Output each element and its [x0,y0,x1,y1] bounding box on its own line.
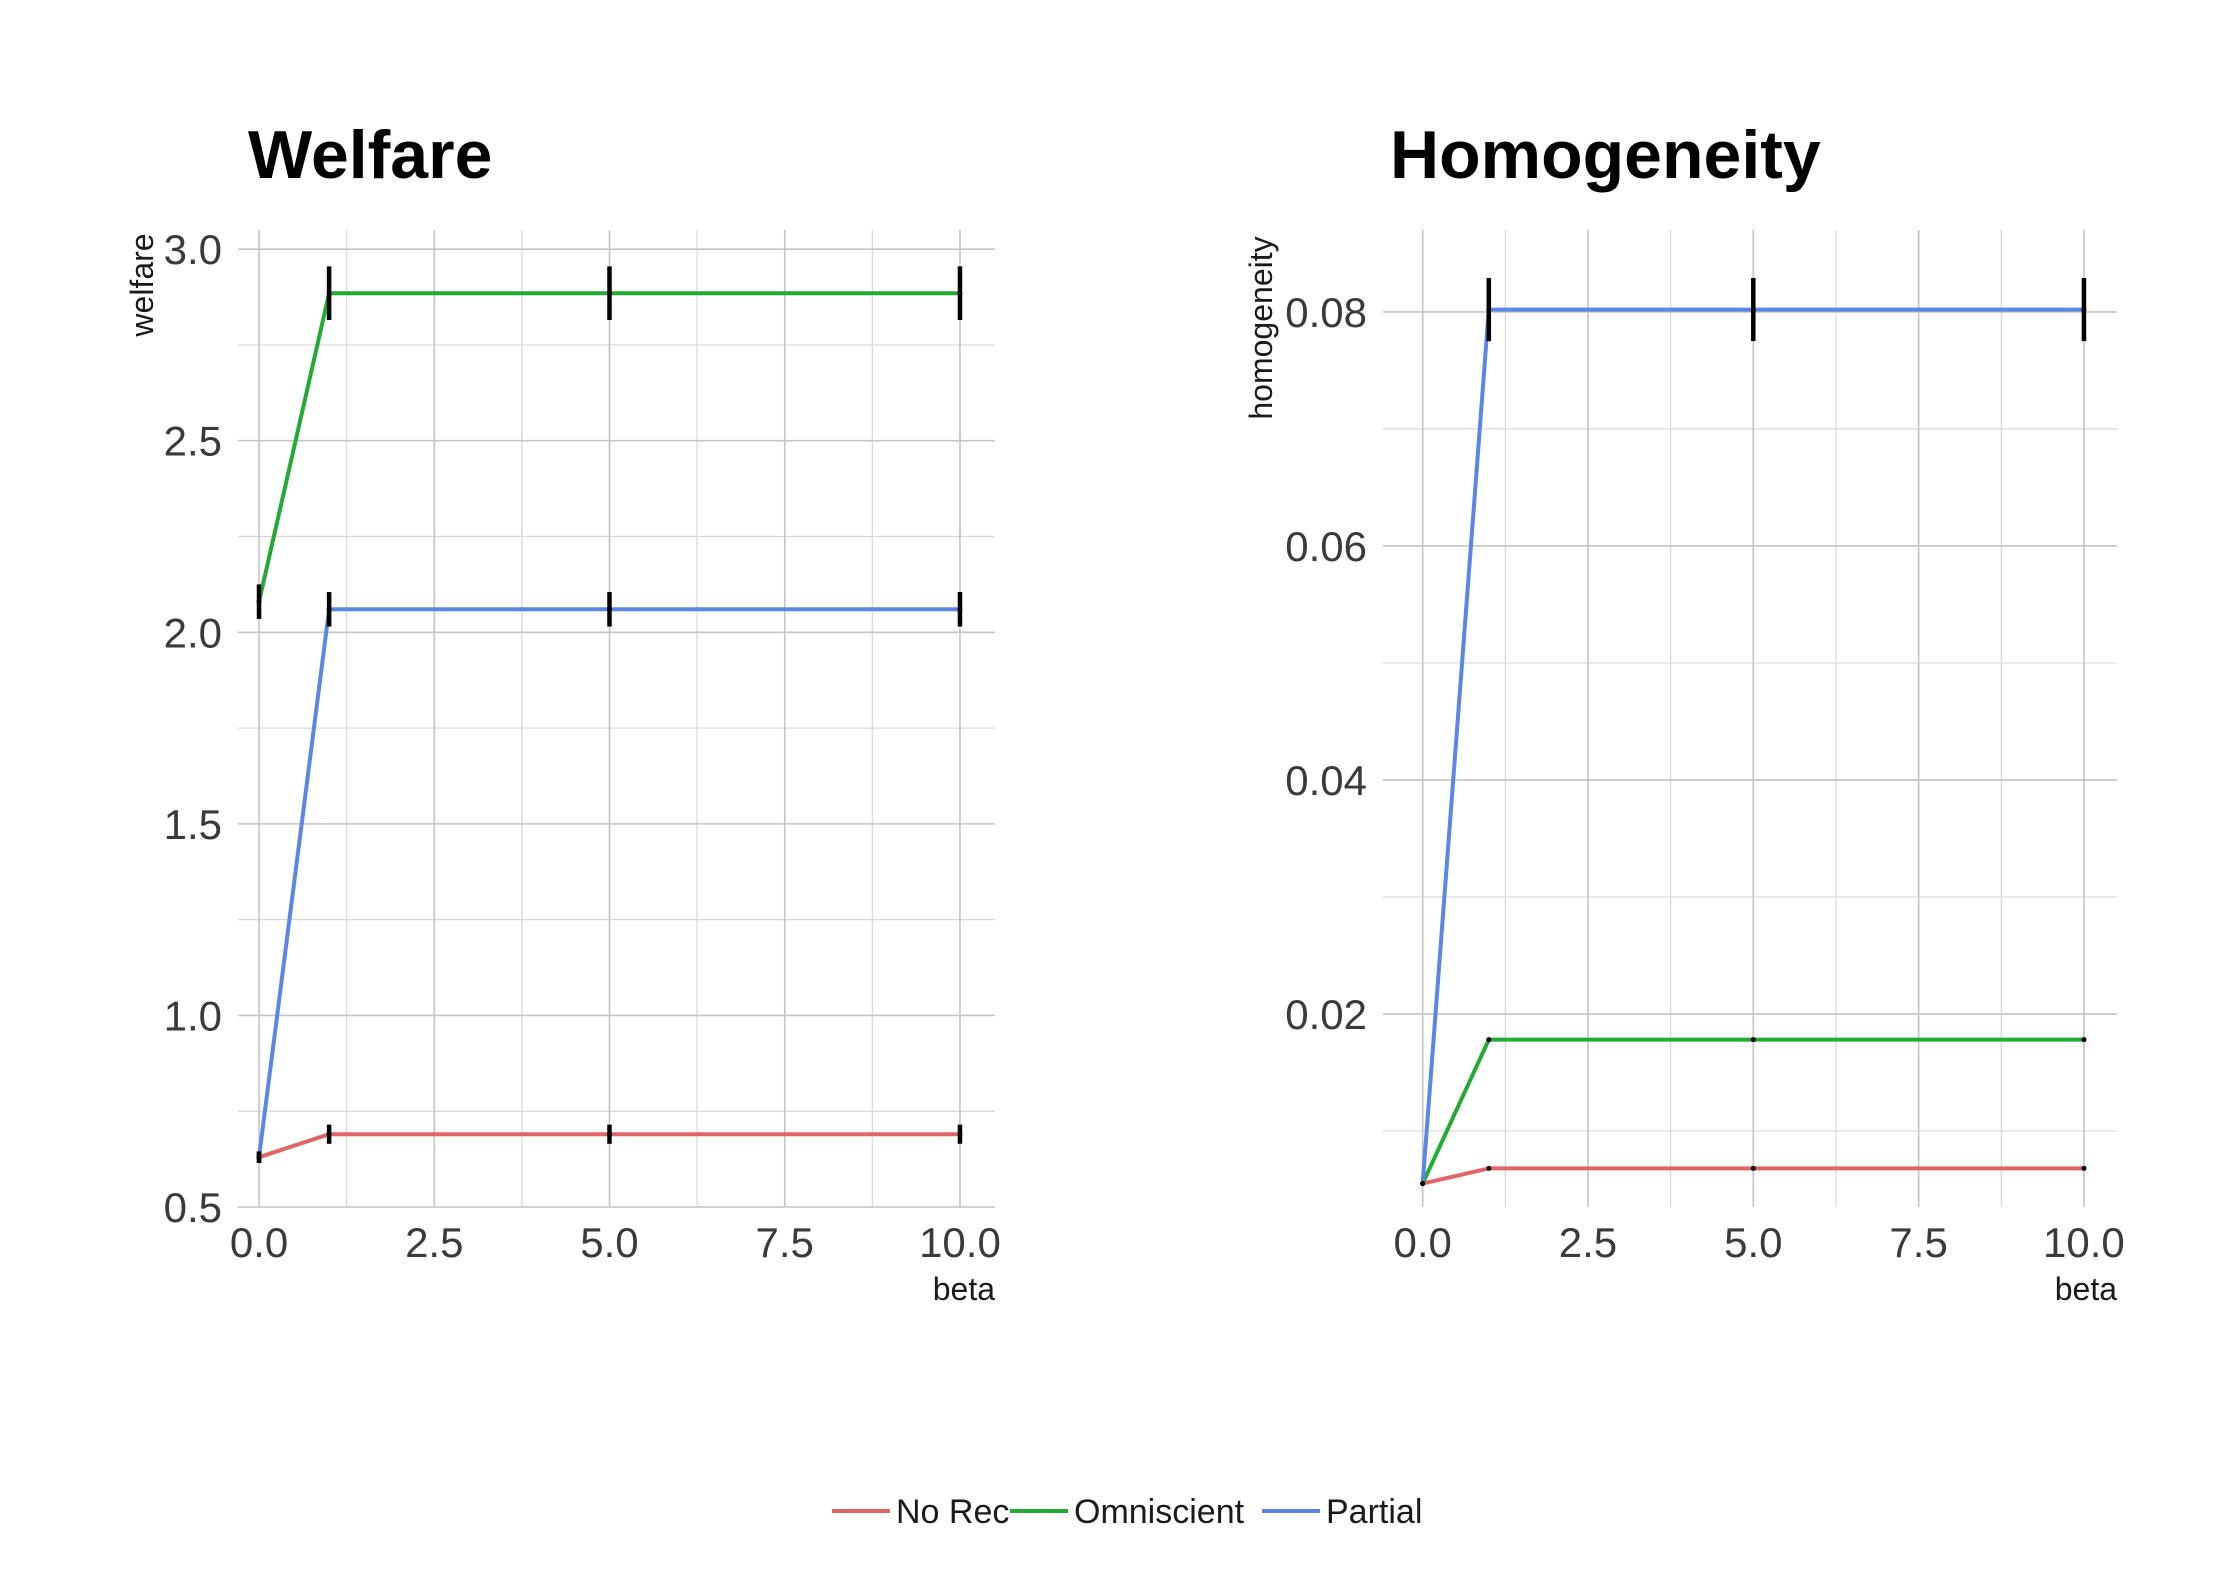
homogeneity-x-tick-label: 10.0 [2043,1219,2125,1266]
homogeneity-series-partial-point [1420,1181,1426,1187]
welfare-series-no-rec-point [326,1131,332,1137]
welfare-series-omniscient-point [256,599,262,605]
homogeneity-y-axis-label: homogeneity [1243,236,1279,419]
welfare-series-omniscient-point [606,290,612,296]
welfare-y-tick-label: 0.5 [164,1184,222,1231]
welfare-y-tick-label: 2.0 [164,609,222,656]
homogeneity-x-tick-label: 5.0 [1724,1219,1782,1266]
welfare-series-no-rec-point [957,1131,963,1137]
homogeneity-x-tick-label: 2.5 [1559,1219,1617,1266]
homogeneity-series-no-rec-point [1750,1165,1756,1171]
welfare-series-partial-point [326,606,332,612]
welfare-series [256,266,963,1163]
homogeneity-series-no-rec-point [2081,1165,2087,1171]
welfare-panel: Welfare welfare beta 0.51.01.52.02.53.0 … [124,117,1001,1307]
legend-label-partial: Partial [1326,1493,1422,1531]
welfare-y-axis-label: welfare [124,233,160,337]
welfare-series-partial-point [957,606,963,612]
welfare-series-omniscient-point [326,290,332,296]
welfare-x-tick-label: 7.5 [756,1219,814,1266]
homogeneity-series-partial-point [1750,307,1756,313]
homogeneity-grid [1383,230,2117,1207]
welfare-y-tick-label: 2.5 [164,418,222,465]
homogeneity-series-partial-point [1486,307,1492,313]
homogeneity-y-tick-label: 0.04 [1285,757,1367,804]
homogeneity-series-partial-line [1420,307,2084,1184]
homogeneity-series-omniscient-point [1750,1037,1756,1043]
welfare-series-no-rec-line [258,1132,960,1160]
homogeneity-series-omniscient-point [2081,1037,2087,1043]
homogeneity-x-ticks: 0.0 2.5 5.0 7.5 10.0 [1393,1219,2124,1266]
homogeneity-title: Homogeneity [1390,117,1821,193]
homogeneity-series-omniscient-point [1486,1037,1492,1043]
welfare-series-partial-line [257,607,960,1158]
homogeneity-y-tick-label: 0.06 [1285,523,1367,570]
welfare-x-tick-label: 10.0 [919,1219,1001,1266]
welfare-x-tick-label: 5.0 [580,1219,638,1266]
welfare-y-tick-label: 1.0 [164,992,222,1039]
legend-label-no-rec: No Rec [896,1493,1009,1531]
homogeneity-series-no-rec-point [1486,1165,1492,1171]
welfare-series-no-rec-point [606,1131,612,1137]
welfare-y-tick-label: 1.5 [164,801,222,848]
homogeneity-y-ticks: 0.02 0.04 0.06 0.08 [1285,289,1367,1038]
welfare-x-tick-label: 2.5 [405,1219,463,1266]
welfare-series-omniscient-point [957,290,963,296]
legend-label-omniscient: Omniscient [1074,1493,1245,1531]
homogeneity-series-partial-point [2081,307,2087,313]
welfare-series-partial-point [606,606,612,612]
homogeneity-x-axis-label: beta [2055,1271,2117,1307]
legend: No Rec Omniscient Partial [832,1493,1422,1531]
welfare-grid [238,230,995,1208]
homogeneity-series-omniscient-line [1420,1037,2084,1185]
welfare-x-axis-label: beta [933,1271,995,1307]
homogeneity-y-tick-label: 0.08 [1285,289,1367,336]
welfare-x-tick-label: 0.0 [230,1219,288,1266]
welfare-series-partial-point [256,1154,262,1160]
homogeneity-series [1420,277,2087,1187]
homogeneity-panel: Homogeneity homogeneity beta 0.020.040.0… [1243,117,2125,1307]
welfare-y-tick-label: 3.0 [164,226,222,273]
welfare-x-ticks: 0.0 2.5 5.0 7.5 10.0 [230,1219,1001,1266]
homogeneity-y-tick-label: 0.02 [1285,991,1367,1038]
welfare-y-ticks: 0.5 1.0 1.5 2.0 2.5 3.0 [164,226,222,1231]
welfare-title: Welfare [248,117,492,193]
homogeneity-series-no-rec-line [1422,1166,2084,1186]
homogeneity-x-tick-label: 0.0 [1393,1219,1451,1266]
homogeneity-x-tick-label: 7.5 [1889,1219,1947,1266]
welfare-series-omniscient-line [257,291,960,603]
